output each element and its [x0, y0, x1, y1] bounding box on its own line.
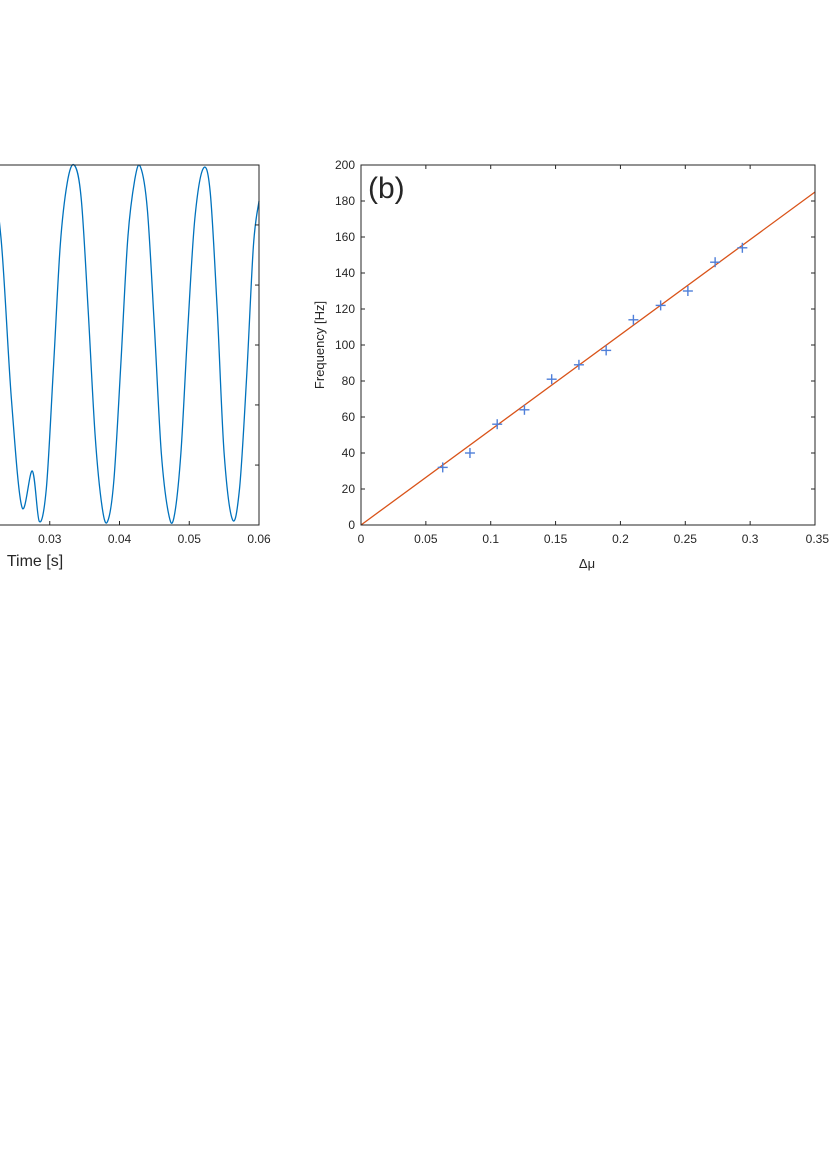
panel-b-data-point: [492, 419, 503, 430]
panel-a-x-tick-label: 0.05: [178, 532, 202, 546]
panel-b-y-tick-label: 40: [342, 446, 356, 460]
panel-b-x-tick-label: 0.15: [544, 532, 568, 546]
panel-b-data-point: [464, 448, 475, 458]
panel-b-data-point: [628, 314, 639, 325]
panel-b-x-tick-label: 0.2: [612, 532, 629, 546]
panel-b-x-tick-label: 0.05: [414, 532, 438, 546]
panel-b-label: (b): [368, 172, 405, 205]
panel-b-data-point: [601, 345, 612, 356]
panel-b-x-tick-label: 0.25: [674, 532, 698, 546]
panel-b-ticks: 0 0.05 0.1 0.15 0.2 0.25 0.3 0.35 0 20 40 60 80 100 12…: [335, 158, 829, 546]
panel-a-x-tick-label: 0.03: [38, 532, 62, 546]
panel-a-waveform-line: [0, 163, 260, 524]
panel-b-x-axis-label: Δμ: [579, 556, 595, 571]
panel-b-data-point: [573, 359, 584, 370]
panel-b-y-tick-label: 0: [348, 518, 355, 532]
panel-b-frequency-vs-delta-mu: 0 0.05 0.1 0.15 0.2 0.25 0.3 0.35 0 20 40 60 80 100 12…: [312, 158, 829, 571]
panel-b-x-tick-label: 0.1: [482, 532, 499, 546]
panel-b-data-point: [682, 286, 693, 296]
panel-b-y-tick-label: 160: [335, 230, 355, 244]
panel-b-x-tick-label: 0.3: [742, 532, 759, 546]
panel-b-y-tick-label: 60: [342, 410, 356, 424]
panel-b-points-layer: [437, 242, 748, 473]
panel-a-x-axis-label: Time [s]: [7, 553, 63, 570]
panel-b-y-tick-label: 100: [335, 338, 355, 352]
panel-b-y-tick-label: 80: [342, 374, 356, 388]
panel-b-y-tick-label: 140: [335, 266, 355, 280]
panel-b-data-point: [546, 374, 557, 385]
panel-a-waveform-layer: [0, 163, 260, 524]
panel-b-fit-layer: [360, 191, 816, 526]
panel-b-data-point: [710, 257, 721, 268]
panel-a-x-tick-label: 0.04: [108, 532, 132, 546]
panel-b-y-axis-label: Frequency [Hz]: [312, 301, 327, 389]
panel-b-x-tick-label: 0.35: [806, 532, 830, 546]
panel-b-data-point: [655, 300, 666, 311]
panel-b-y-tick-label: 200: [335, 158, 355, 172]
panel-b-y-tick-label: 120: [335, 302, 355, 316]
panel-b-data-point: [737, 242, 748, 253]
panel-a-time-series: 0.03 0.04 0.05 0.06 Time [s]: [0, 163, 271, 570]
panel-b-y-tick-label: 20: [342, 482, 356, 496]
panel-a-ticks: 0.03 0.04 0.05 0.06: [38, 224, 271, 546]
panel-b-plot-box: [360, 164, 816, 526]
panel-b-data-point: [437, 462, 448, 473]
panel-b-fit-line: [360, 191, 816, 526]
panel-b-y-tick-label: 180: [335, 194, 355, 208]
panel-b-x-tick-label: 0: [358, 532, 365, 546]
panel-b-data-point: [519, 404, 530, 415]
panel-a-x-tick-label: 0.06: [247, 532, 271, 546]
